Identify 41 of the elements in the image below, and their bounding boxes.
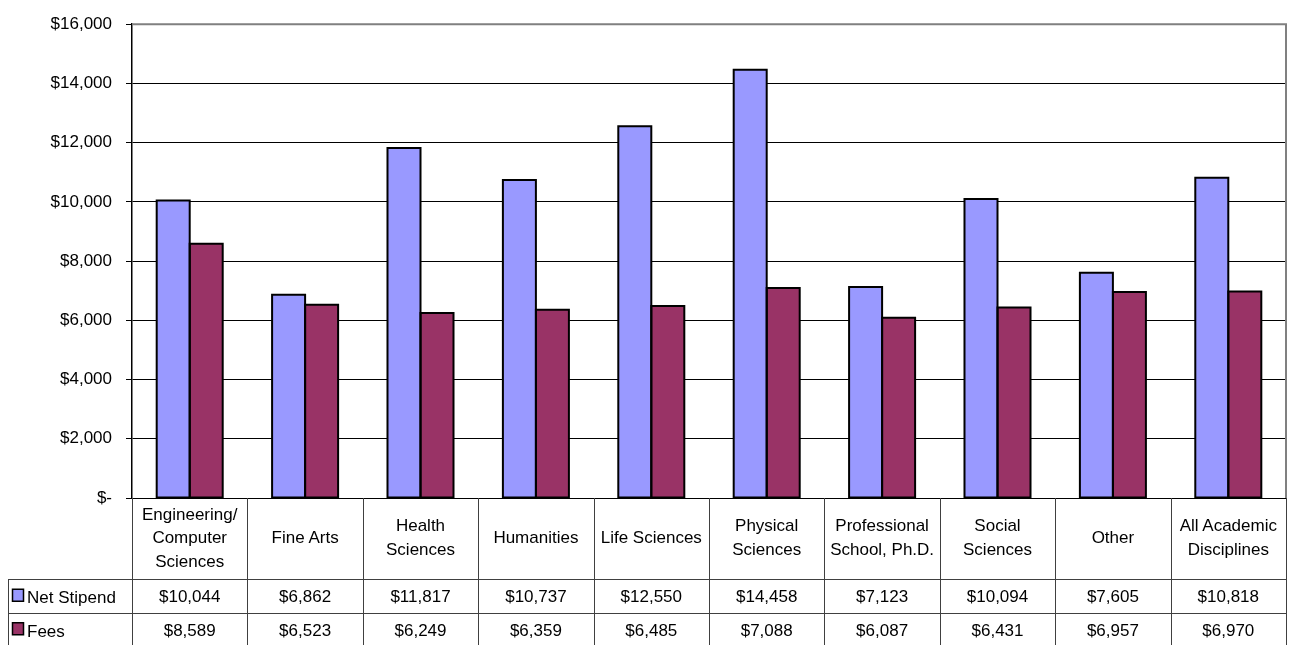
y-tick-label: $14,000 bbox=[50, 73, 112, 93]
y-tick-label: $16,000 bbox=[50, 13, 112, 33]
data-label: $8,589 bbox=[163, 620, 216, 640]
data-label: $7,605 bbox=[1086, 587, 1139, 607]
data-label: $14,458 bbox=[735, 587, 798, 607]
y-tick-label: $4,000 bbox=[60, 369, 112, 389]
x-tick-label: Humanities bbox=[493, 528, 579, 548]
data-label: $6,862 bbox=[279, 587, 332, 607]
x-tick-label: Fine Arts bbox=[271, 528, 339, 548]
y-tick-label: $2,000 bbox=[60, 428, 112, 448]
x-tick-label: Physical Sciences bbox=[732, 516, 802, 559]
data-label: $6,431 bbox=[971, 620, 1024, 640]
legend-label: Fees bbox=[27, 621, 65, 641]
y-tick-label: $6,000 bbox=[60, 310, 112, 330]
x-tick-label: All Academic Disciplines bbox=[1179, 516, 1278, 559]
y-tick-label: $- bbox=[96, 487, 112, 507]
data-label: $10,094 bbox=[966, 587, 1029, 607]
y-tick-label: $8,000 bbox=[60, 250, 112, 270]
data-label: $6,970 bbox=[1202, 620, 1255, 640]
data-label: $10,737 bbox=[505, 587, 567, 607]
data-label: $12,550 bbox=[620, 587, 683, 607]
data-label: $10,818 bbox=[1197, 587, 1260, 607]
data-label: $6,087 bbox=[856, 620, 909, 640]
data-label: $10,044 bbox=[158, 587, 221, 607]
y-tick-label: $10,000 bbox=[50, 191, 112, 211]
data-label: $6,957 bbox=[1086, 620, 1139, 640]
x-tick-label: Health Sciences bbox=[386, 516, 455, 559]
data-label: $7,123 bbox=[856, 587, 909, 607]
data-label: $11,817 bbox=[390, 587, 451, 607]
legend-label: Net Stipend bbox=[27, 588, 116, 608]
data-label: $7,088 bbox=[740, 620, 793, 640]
y-tick-label: $12,000 bbox=[50, 132, 112, 152]
data-label: $6,485 bbox=[625, 620, 678, 640]
x-tick-label: Life Sciences bbox=[600, 528, 702, 548]
x-tick-label: Professional School, Ph.D. bbox=[830, 516, 935, 559]
data-label: $6,523 bbox=[279, 620, 332, 640]
x-tick-label: Engineering/Computer Sciences bbox=[141, 504, 238, 571]
x-tick-label: Other bbox=[1091, 528, 1135, 548]
x-tick-label: Social Sciences bbox=[963, 516, 1032, 559]
data-label: $6,359 bbox=[509, 620, 562, 640]
data-label: $6,249 bbox=[394, 620, 447, 640]
